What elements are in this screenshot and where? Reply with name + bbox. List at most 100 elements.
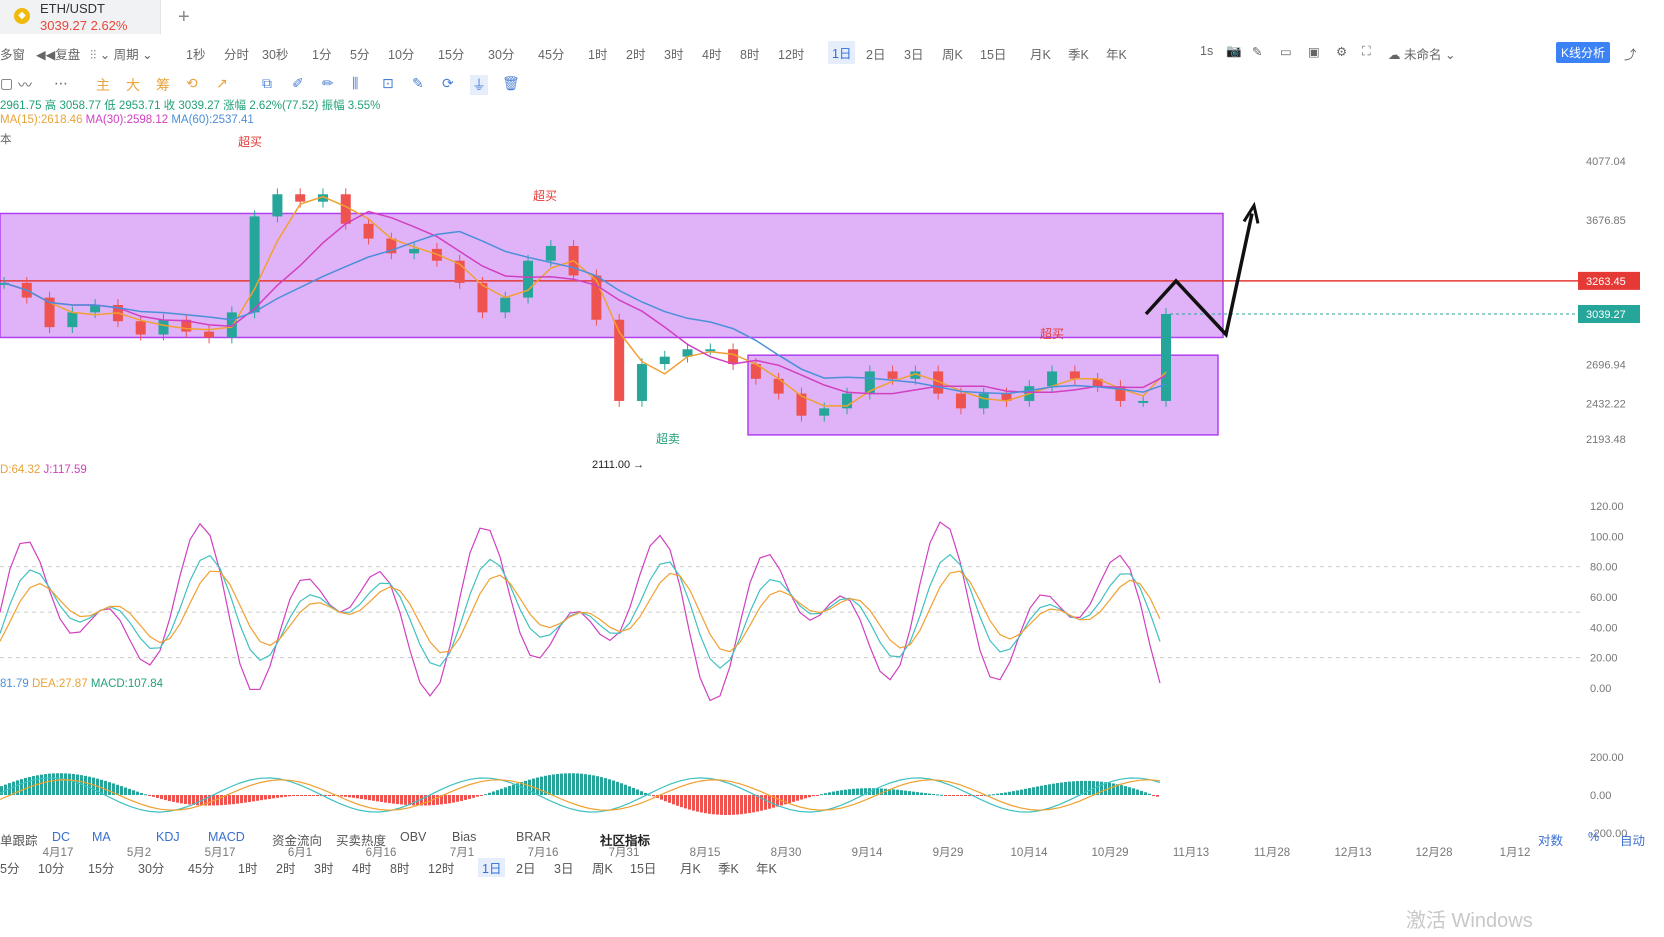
period-2[interactable]: 30秒 — [262, 48, 289, 62]
period-21[interactable]: 季K — [1068, 48, 1089, 62]
period-18[interactable]: 周K — [942, 48, 963, 62]
macd-bar — [284, 795, 287, 797]
bottom-period-17[interactable]: 季K — [718, 862, 739, 876]
trash-icon[interactable]: 🗑 — [502, 75, 520, 91]
camera-icon[interactable]: 📷 — [1226, 44, 1242, 58]
candle-tool-icon[interactable]: ⫼ — [352, 75, 359, 91]
brush-tool-icon[interactable]: ✐ — [292, 75, 304, 91]
period-0[interactable]: 1秒 — [186, 48, 206, 62]
period-8[interactable]: 45分 — [538, 48, 565, 62]
period-12[interactable]: 4时 — [702, 48, 722, 62]
indicator-3[interactable]: KDJ — [156, 830, 180, 844]
interval-label[interactable]: 1s — [1200, 44, 1214, 58]
pencil-tool-icon[interactable]: ✏ — [322, 75, 334, 91]
ma30-text: MA(30):2598.12 — [85, 114, 169, 126]
period-15[interactable]: 1日 — [828, 41, 856, 64]
bottom-right-0[interactable]: 对数 — [1538, 834, 1564, 848]
indicator-10[interactable]: 社区指标 — [600, 834, 651, 848]
replay-button[interactable]: ◀◀复盘 — [36, 48, 81, 62]
bottom-period-10[interactable]: 12时 — [428, 862, 455, 876]
rect-tool-icon[interactable]: ▢ — [0, 75, 14, 91]
fib-tool-icon[interactable]: ⟲ — [186, 75, 198, 91]
ma30-line — [3, 210, 1167, 395]
macd-bar — [0, 786, 3, 795]
period-menu[interactable]: ⫶⫶ ⌄ 周期 ⌄ — [90, 48, 153, 62]
bottom-period-15[interactable]: 15日 — [630, 862, 657, 876]
bottom-period-8[interactable]: 4时 — [352, 862, 372, 876]
note-tool-icon[interactable]: ✎ — [412, 75, 424, 91]
bottom-period-18[interactable]: 年K — [756, 862, 777, 876]
period-7[interactable]: 30分 — [488, 48, 515, 62]
period-20[interactable]: 月K — [1030, 48, 1051, 62]
big-tool[interactable]: 大 — [126, 77, 140, 93]
more-tools-icon[interactable]: ⋯ — [54, 75, 68, 91]
bottom-period-13[interactable]: 3日 — [554, 862, 574, 876]
pen-icon[interactable]: ✎ — [1252, 45, 1263, 59]
multi-window-button[interactable]: 多窗 — [0, 48, 26, 62]
indicator-8[interactable]: Bias — [452, 830, 477, 844]
macd-bar — [1148, 793, 1151, 795]
bottom-period-5[interactable]: 1时 — [238, 862, 258, 876]
bottom-period-7[interactable]: 3时 — [314, 862, 334, 876]
gear-icon[interactable]: ⚙ — [1336, 45, 1348, 59]
bottom-period-4[interactable]: 45分 — [188, 862, 215, 876]
period-1[interactable]: 分时 — [224, 48, 250, 62]
macd-bar — [728, 795, 731, 815]
share-icon[interactable]: ⤴ — [1624, 48, 1637, 62]
add-tab-icon[interactable]: + — [178, 6, 190, 28]
bottom-period-2[interactable]: 15分 — [88, 862, 115, 876]
bottom-period-14[interactable]: 周K — [592, 862, 613, 876]
period-17[interactable]: 3日 — [904, 48, 924, 62]
period-14[interactable]: 12时 — [778, 48, 805, 62]
period-6[interactable]: 15分 — [438, 48, 465, 62]
save-icon[interactable]: ▣ — [1308, 45, 1320, 59]
period-16[interactable]: 2日 — [866, 48, 886, 62]
period-19[interactable]: 15日 — [980, 48, 1007, 62]
measure-tool-icon[interactable]: ↗ — [216, 75, 228, 91]
indicator-2[interactable]: MA — [92, 830, 111, 844]
lock-tool-icon[interactable]: ⊡ — [382, 75, 394, 91]
bottom-period-0[interactable]: 5分 — [0, 862, 20, 876]
macd-bar — [500, 788, 503, 795]
chip-tool[interactable]: 筹 — [156, 77, 170, 93]
period-3[interactable]: 1分 — [312, 48, 332, 62]
bottom-period-16[interactable]: 月K — [680, 862, 701, 876]
main-tool[interactable]: 主 — [96, 77, 110, 93]
indicator-0[interactable]: 单跟踪 — [0, 834, 38, 848]
period-13[interactable]: 8时 — [740, 48, 760, 62]
indicator-5[interactable]: 资金流向 — [272, 834, 323, 848]
period-9[interactable]: 1时 — [588, 48, 608, 62]
low-price-label: 2111.00 → — [592, 459, 644, 471]
cloud-save[interactable]: ☁ 未命名 ⌄ — [1388, 48, 1456, 62]
window-icon[interactable]: ▭ — [1280, 45, 1292, 59]
indicator-1[interactable]: DC — [52, 830, 71, 844]
indicator-7[interactable]: OBV — [400, 830, 427, 844]
period-4[interactable]: 5分 — [350, 48, 370, 62]
bottom-period-9[interactable]: 8时 — [390, 862, 410, 876]
bottom-period-6[interactable]: 2时 — [276, 862, 296, 876]
fullscreen-icon[interactable]: ⛶ — [1362, 44, 1371, 58]
magnet-tool-icon[interactable]: ⟳ — [442, 75, 454, 91]
filter-tool-icon[interactable]: ⏚ — [470, 75, 488, 95]
bottom-period-11[interactable]: 1日 — [478, 858, 506, 877]
macd-bar — [404, 795, 407, 805]
bottom-period-12[interactable]: 2日 — [516, 862, 536, 876]
period-5[interactable]: 10分 — [388, 48, 415, 62]
copy-tool-icon[interactable]: ⧉ — [262, 75, 272, 91]
macd-bar — [756, 795, 759, 812]
period-22[interactable]: 年K — [1106, 48, 1127, 62]
wave-tool-icon[interactable]: 〰 — [18, 77, 32, 93]
indicator-4[interactable]: MACD — [208, 830, 245, 844]
kline-analysis-button[interactable]: K线分析 — [1556, 42, 1611, 63]
bottom-right-2[interactable]: 自动 — [1620, 834, 1646, 848]
tab-eth-usdt[interactable]: ◆ ETH/USDT 3039.27 2.62% — [0, 0, 161, 34]
indicator-9[interactable]: BRAR — [516, 830, 551, 844]
indicator-6[interactable]: 买卖热度 — [336, 834, 387, 848]
bottom-period-1[interactable]: 10分 — [38, 862, 65, 876]
bottom-right-1[interactable]: % — [1588, 830, 1600, 844]
macd-bar — [132, 790, 135, 795]
bottom-period-3[interactable]: 30分 — [138, 862, 165, 876]
period-11[interactable]: 3时 — [664, 48, 684, 62]
period-10[interactable]: 2时 — [626, 48, 646, 62]
